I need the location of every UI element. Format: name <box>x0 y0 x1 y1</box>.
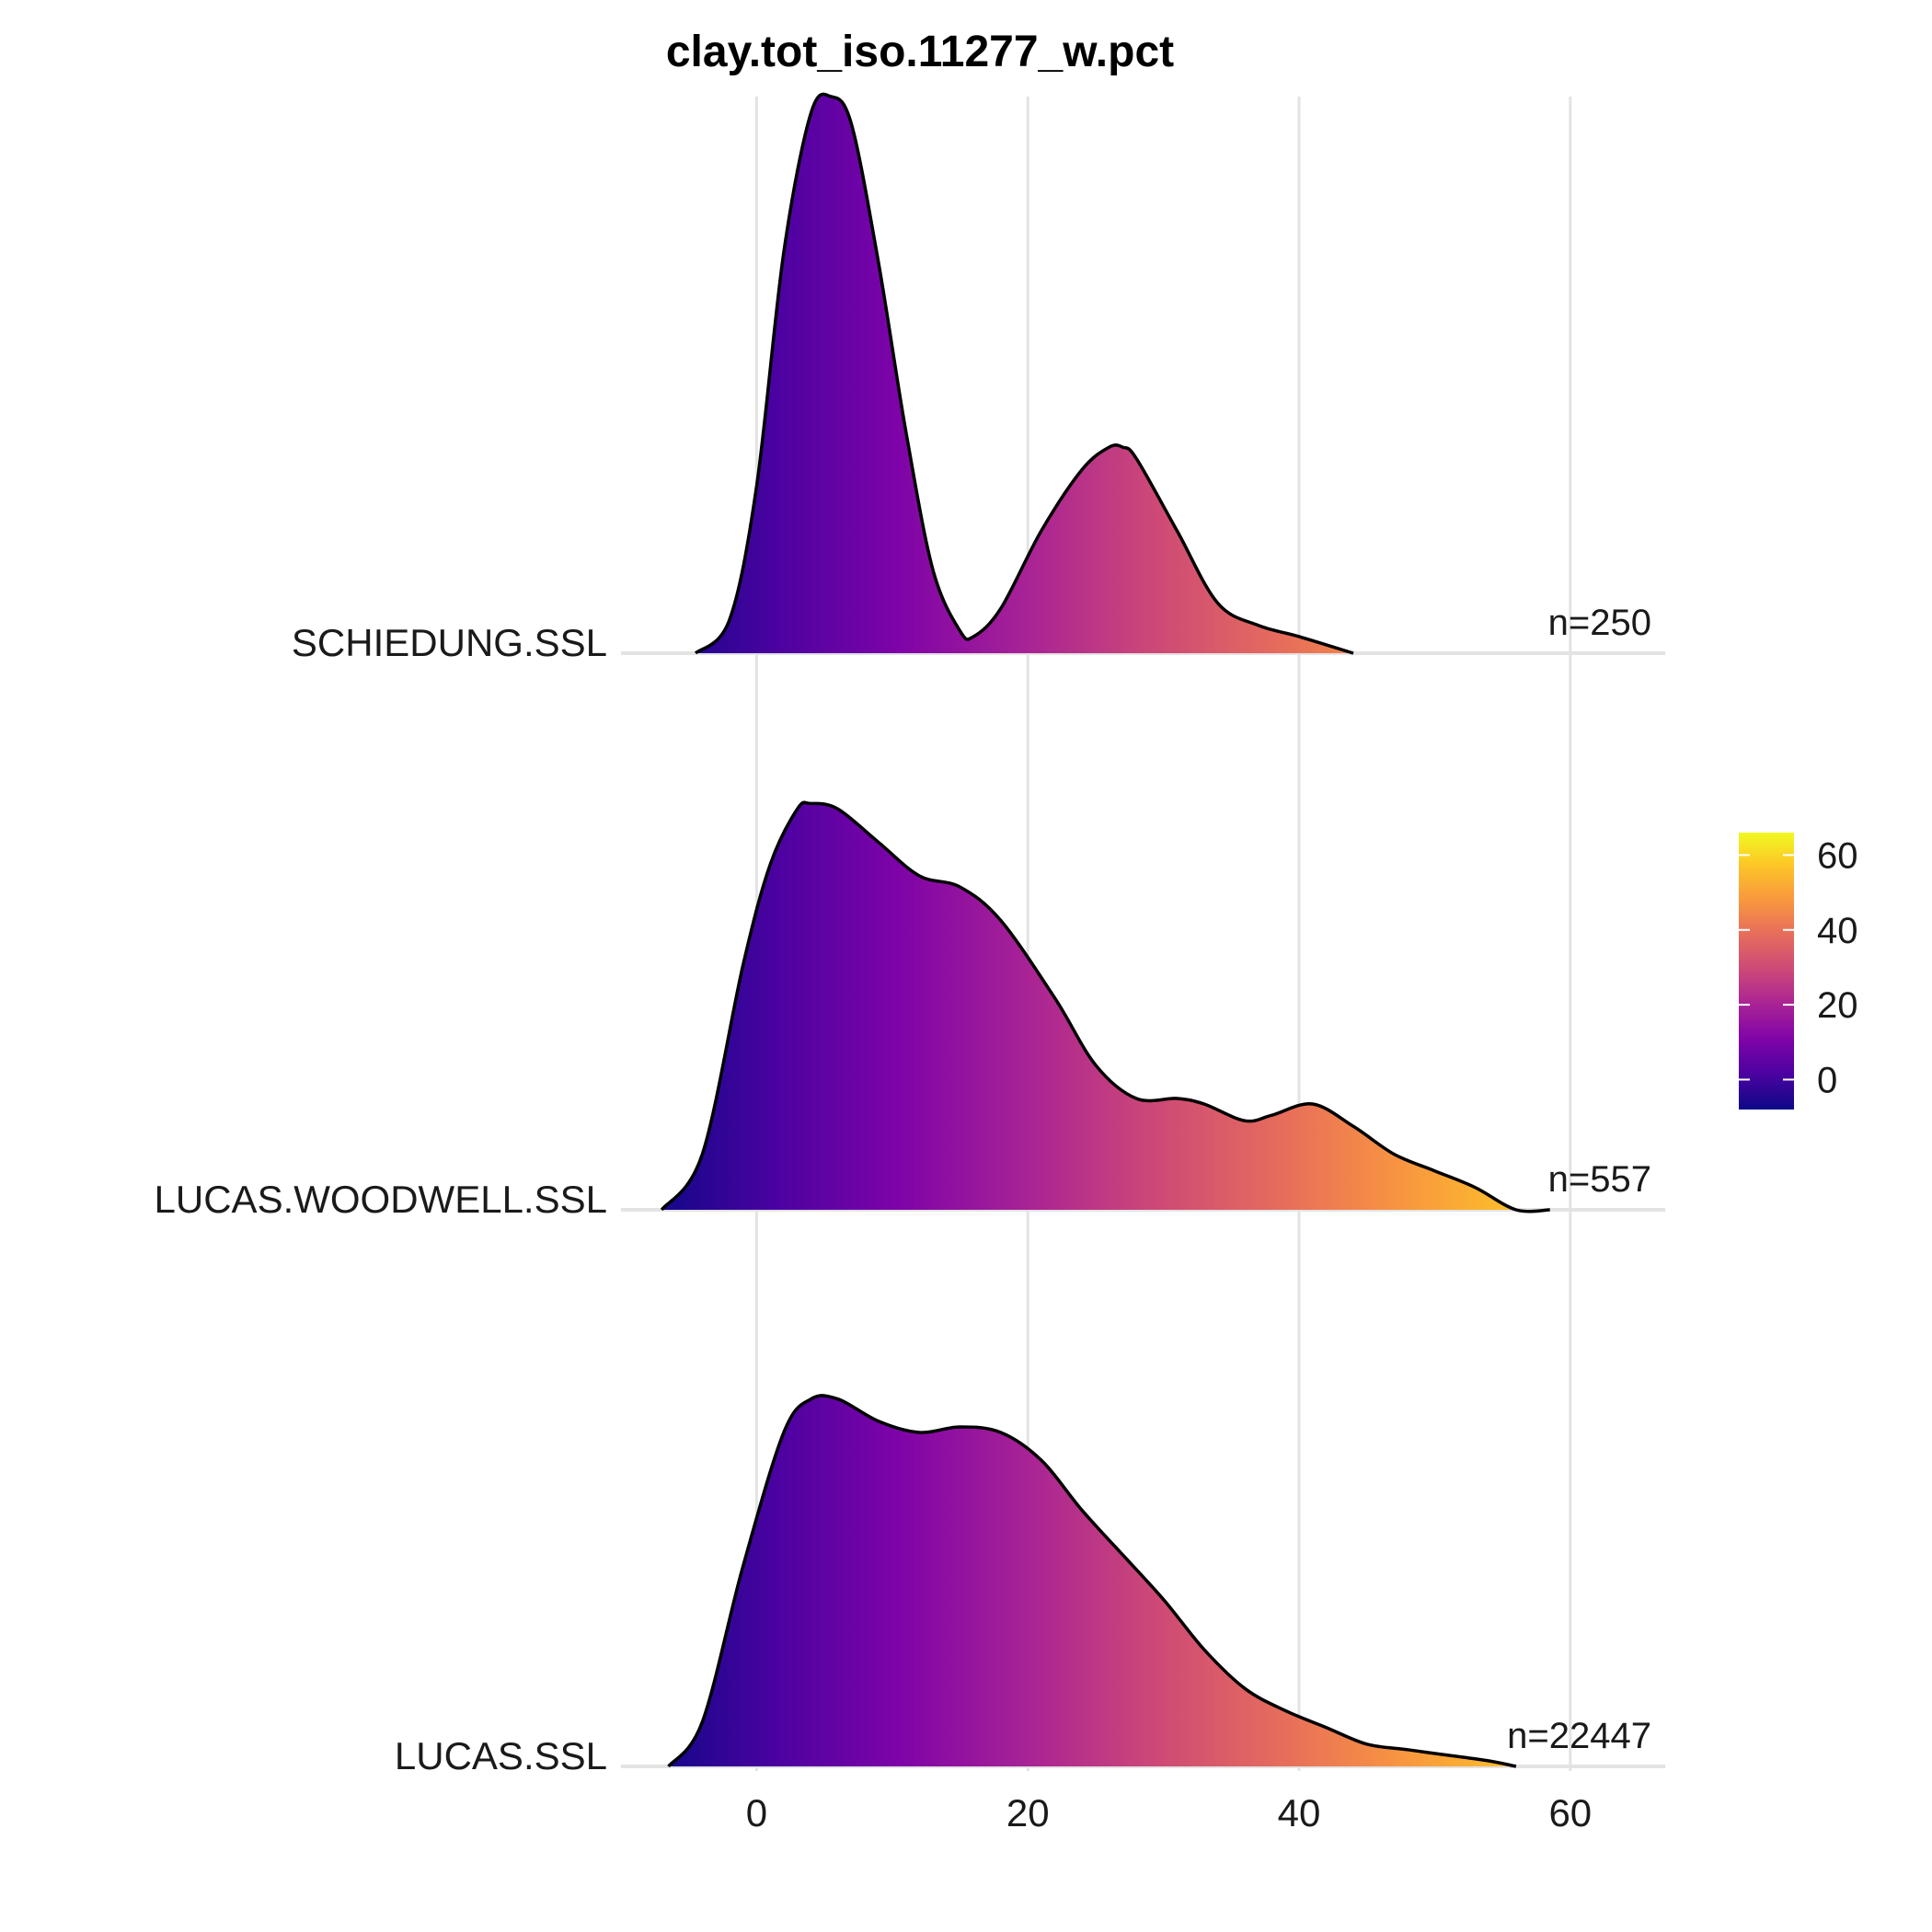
sample-count-label: n=250 <box>1548 603 1651 643</box>
colorbar-tick-label: 40 <box>1817 911 1858 951</box>
ridge-label: LUCAS.SSL <box>395 1734 607 1777</box>
chart-title: clay.tot_iso.11277_w.pct <box>666 28 1174 76</box>
x-tick-label: 20 <box>1006 1791 1050 1834</box>
density-outline <box>694 92 1354 655</box>
ridge-label: SCHIEDUNG.SSL <box>292 621 607 664</box>
density-ridges: SCHIEDUNG.SSL n=250 LUCAS.WOODWELL.SSL n=55… <box>155 92 1651 1777</box>
density-area <box>661 802 1550 1212</box>
color-legend: 0 20 40 60 <box>1739 833 1858 1110</box>
density-area <box>696 94 1353 654</box>
density-outline <box>660 800 1550 1213</box>
x-tick-label: 40 <box>1278 1791 1321 1834</box>
colorbar-tick-label: 20 <box>1817 985 1858 1026</box>
sample-count-label: n=22447 <box>1507 1716 1651 1756</box>
x-axis: 0 20 40 60 <box>746 1791 1592 1834</box>
x-tick-label: 60 <box>1548 1791 1592 1834</box>
sample-count-label: n=557 <box>1548 1159 1651 1200</box>
ridge-lucas-ssl: LUCAS.SSL n=22447 <box>395 1394 1651 1777</box>
colorbar-tick-label: 0 <box>1817 1060 1837 1100</box>
ridge-lucas-woodwell-ssl: LUCAS.WOODWELL.SSL n=557 <box>155 800 1651 1221</box>
colorbar-gradient <box>1739 833 1794 1110</box>
ridge-schiedung-ssl: SCHIEDUNG.SSL n=250 <box>292 92 1651 664</box>
ridge-label: LUCAS.WOODWELL.SSL <box>155 1178 607 1221</box>
density-area <box>668 1395 1516 1766</box>
colorbar-tick-label: 60 <box>1817 835 1858 876</box>
density-outline <box>667 1394 1517 1768</box>
x-tick-label: 0 <box>746 1791 767 1834</box>
